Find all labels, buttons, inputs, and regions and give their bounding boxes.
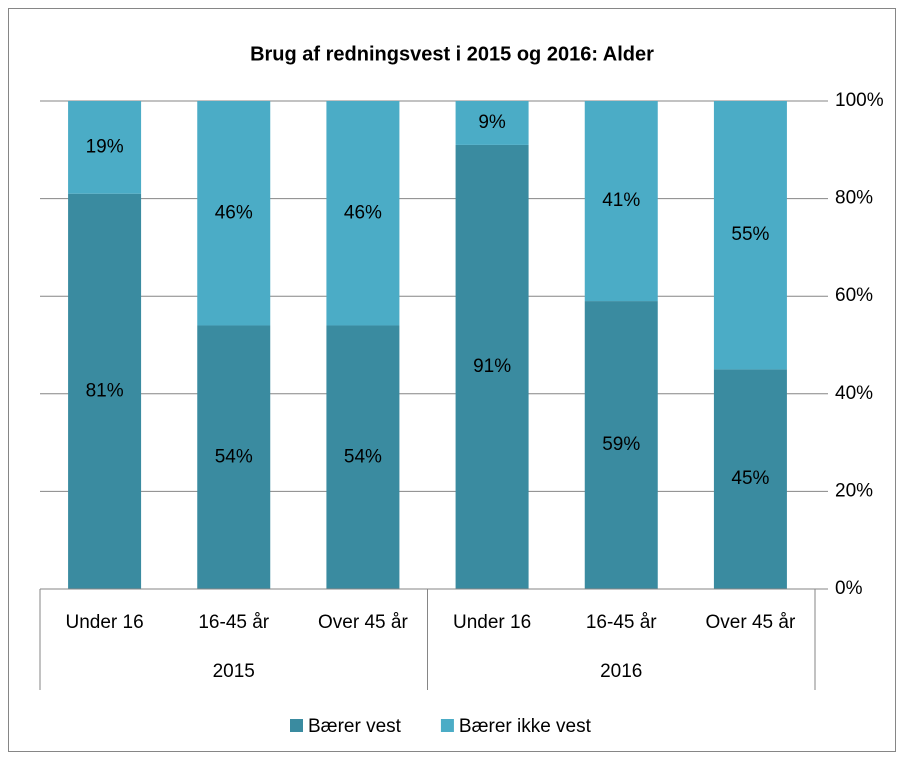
- bar-segment: [197, 101, 271, 326]
- bar-segment: [713, 101, 787, 370]
- value-label: 91%: [473, 356, 511, 377]
- value-label: 59%: [602, 434, 640, 455]
- bar-segment: [197, 325, 271, 589]
- value-label: 46%: [344, 202, 382, 223]
- chart-title: Brug af redningsvest i 2015 og 2016: Ald…: [250, 43, 654, 65]
- bar-segment: [584, 101, 658, 302]
- value-label: 81%: [86, 380, 124, 401]
- legend-swatch: [290, 719, 303, 732]
- bar-segment: [68, 101, 142, 194]
- value-label: 54%: [215, 446, 253, 467]
- x-tick-label: Under 16: [65, 612, 143, 633]
- y-tick-label: 80%: [835, 188, 873, 209]
- bar-segment: [455, 144, 529, 590]
- value-label: 46%: [215, 202, 253, 223]
- y-tick-label: 0%: [835, 578, 863, 599]
- group-label: 2015: [213, 661, 255, 682]
- value-label: 55%: [731, 224, 769, 245]
- legend-label: Bærer ikke vest: [459, 716, 592, 737]
- value-label: 54%: [344, 446, 382, 467]
- y-tick-label: 60%: [835, 285, 873, 306]
- bar-segment: [455, 101, 529, 145]
- x-tick-label: 16-45 år: [586, 612, 657, 633]
- legend-swatch: [440, 719, 454, 732]
- value-label: 45%: [731, 468, 769, 489]
- y-tick-label: 20%: [835, 480, 873, 501]
- x-tick-label: Over 45 år: [318, 612, 408, 633]
- x-tick-label: Under 16: [453, 612, 531, 633]
- legend-label: Bærer vest: [308, 716, 402, 737]
- value-label: 41%: [602, 190, 640, 211]
- x-tick-label: Over 45 år: [706, 612, 796, 633]
- bar-segment: [68, 193, 142, 589]
- y-tick-label: 40%: [835, 383, 873, 404]
- group-label: 2016: [600, 661, 642, 682]
- x-tick-label: 16-45 år: [198, 612, 269, 633]
- bar-segment: [326, 101, 400, 326]
- y-tick-label: 100%: [835, 90, 884, 111]
- bar-segment: [584, 301, 658, 589]
- bar-segment: [713, 369, 787, 589]
- value-label: 19%: [86, 136, 124, 157]
- bar-segment: [326, 325, 400, 589]
- value-label: 9%: [478, 112, 506, 133]
